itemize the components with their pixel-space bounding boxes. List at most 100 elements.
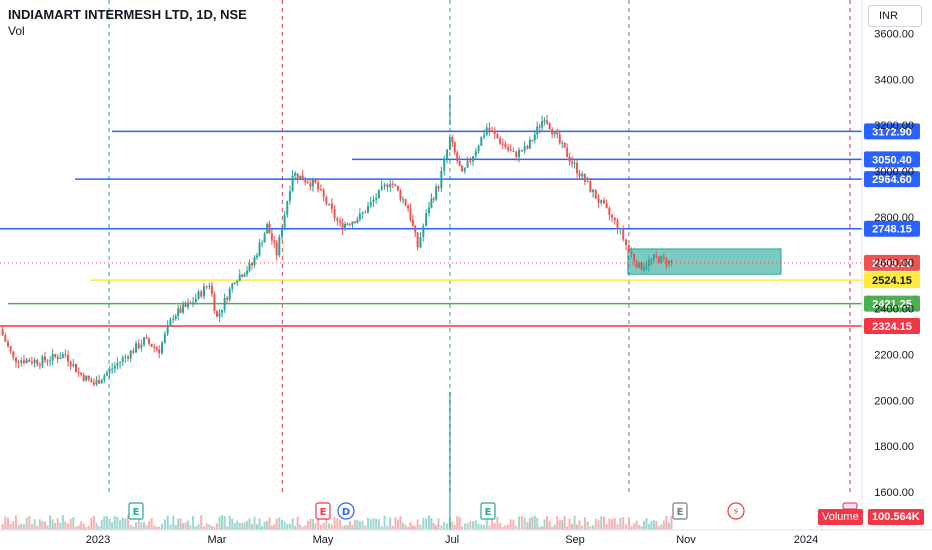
candle-body [135,343,138,353]
volume-bar [435,525,438,530]
event-glyph: E [677,507,684,518]
candle-body [105,372,108,376]
volume-bar [4,516,7,530]
candle-body [348,223,351,225]
volume-bar [389,517,392,530]
volume-bar [407,526,410,530]
candle-body [518,150,521,157]
volume-bar [543,519,546,530]
candle-body [515,151,518,157]
support-resistance-levels[interactable]: 3172.90 3050.40 2964.60 2748.15 2524.15 2421.… [0,123,920,334]
volume-bar [137,518,140,530]
candle-body [166,325,169,334]
candle-body [657,256,660,263]
candle-body [248,263,251,271]
currency-selector[interactable]: INR [868,5,922,27]
consolidation-zone[interactable] [627,248,782,275]
volume-bar [499,523,502,530]
candle-body [616,220,619,230]
candle-body [218,312,221,317]
candle-body [383,184,386,187]
volume-bar [469,521,472,530]
volume-bar [223,516,226,530]
volume-bar [336,517,339,530]
candle-body [228,288,231,300]
volume-bar [213,526,216,530]
candle-body [491,130,494,132]
event-markers[interactable]: E E D E E ⚡ [128,502,858,520]
candle-body [286,201,289,215]
volume-bar [208,524,211,530]
volume-bar [233,523,236,530]
volume-bar [275,518,278,530]
volume-bar [325,515,328,530]
volume-bar [414,526,417,530]
candle-body [275,242,278,256]
earnings-marker[interactable] [672,502,688,520]
volume-bar [43,521,46,530]
price-axis[interactable]: 1600.00 1800.00 2000.00 2200.00 2400.00 2600.… [861,0,914,530]
volume-bar [364,525,367,530]
volume-bar [182,522,185,530]
candle-body [638,262,641,268]
time-axis[interactable]: 2023 Mar May Jul Sep Nov 2024 [0,529,932,546]
volume-bar [127,515,130,530]
candle-body [132,350,135,353]
split-marker[interactable] [727,502,745,520]
volume-bar [377,519,380,530]
candle-body [59,357,62,360]
candle-body [404,199,407,206]
last-price-label-bg [864,254,920,271]
candle-body [662,256,665,259]
volume-bar [41,521,44,530]
candle-body [169,319,172,326]
dividend-marker[interactable] [337,502,355,520]
candlesticks [1,95,673,387]
volume-bar [453,524,456,530]
price-tick-label: 3600.00 [874,28,914,40]
candle-body [469,160,472,162]
earnings-marker[interactable] [128,502,144,520]
volume-bar [480,524,483,530]
volume-bar [592,525,595,530]
candle-body [64,354,67,356]
volume-bar [344,525,347,530]
candle-body [291,175,294,192]
candle-body [268,223,271,234]
candle-body [563,142,566,148]
volume-bar [627,517,630,530]
volume-bar [49,515,52,530]
candle-body [377,189,380,199]
volume-indicator-label[interactable]: Vol [8,24,25,38]
volume-bar [558,519,561,530]
candle-body [389,183,392,188]
candle-body [221,309,224,313]
candle-body [294,173,297,176]
volume-bar [665,515,668,530]
time-tick-label: Mar [208,534,227,546]
volume-bar [268,517,271,530]
volume-bar [80,521,83,530]
volume-bar [346,525,349,530]
earnings-marker[interactable] [315,502,331,520]
level-label: 2748.15 [872,224,912,236]
earnings-marker[interactable] [480,502,496,520]
candle-body [461,166,464,172]
volume-bar [194,525,197,530]
candle-body [625,239,628,245]
candle-body [309,183,312,187]
candle-body [507,147,510,150]
symbol-title[interactable]: INDIAMART INTERMESH LTD, 1D, NSE [8,7,247,22]
candle-body [283,214,286,230]
candle-body [202,286,205,297]
candle-body [523,146,526,152]
volume-bar [314,523,317,530]
candle-body [1,329,4,336]
volume-bar [294,525,297,530]
volume-bar [372,518,375,530]
volume-bar [507,524,510,530]
candle-body [266,223,269,234]
candle-body [346,223,349,225]
consolidation-zone-box[interactable] [627,248,782,275]
